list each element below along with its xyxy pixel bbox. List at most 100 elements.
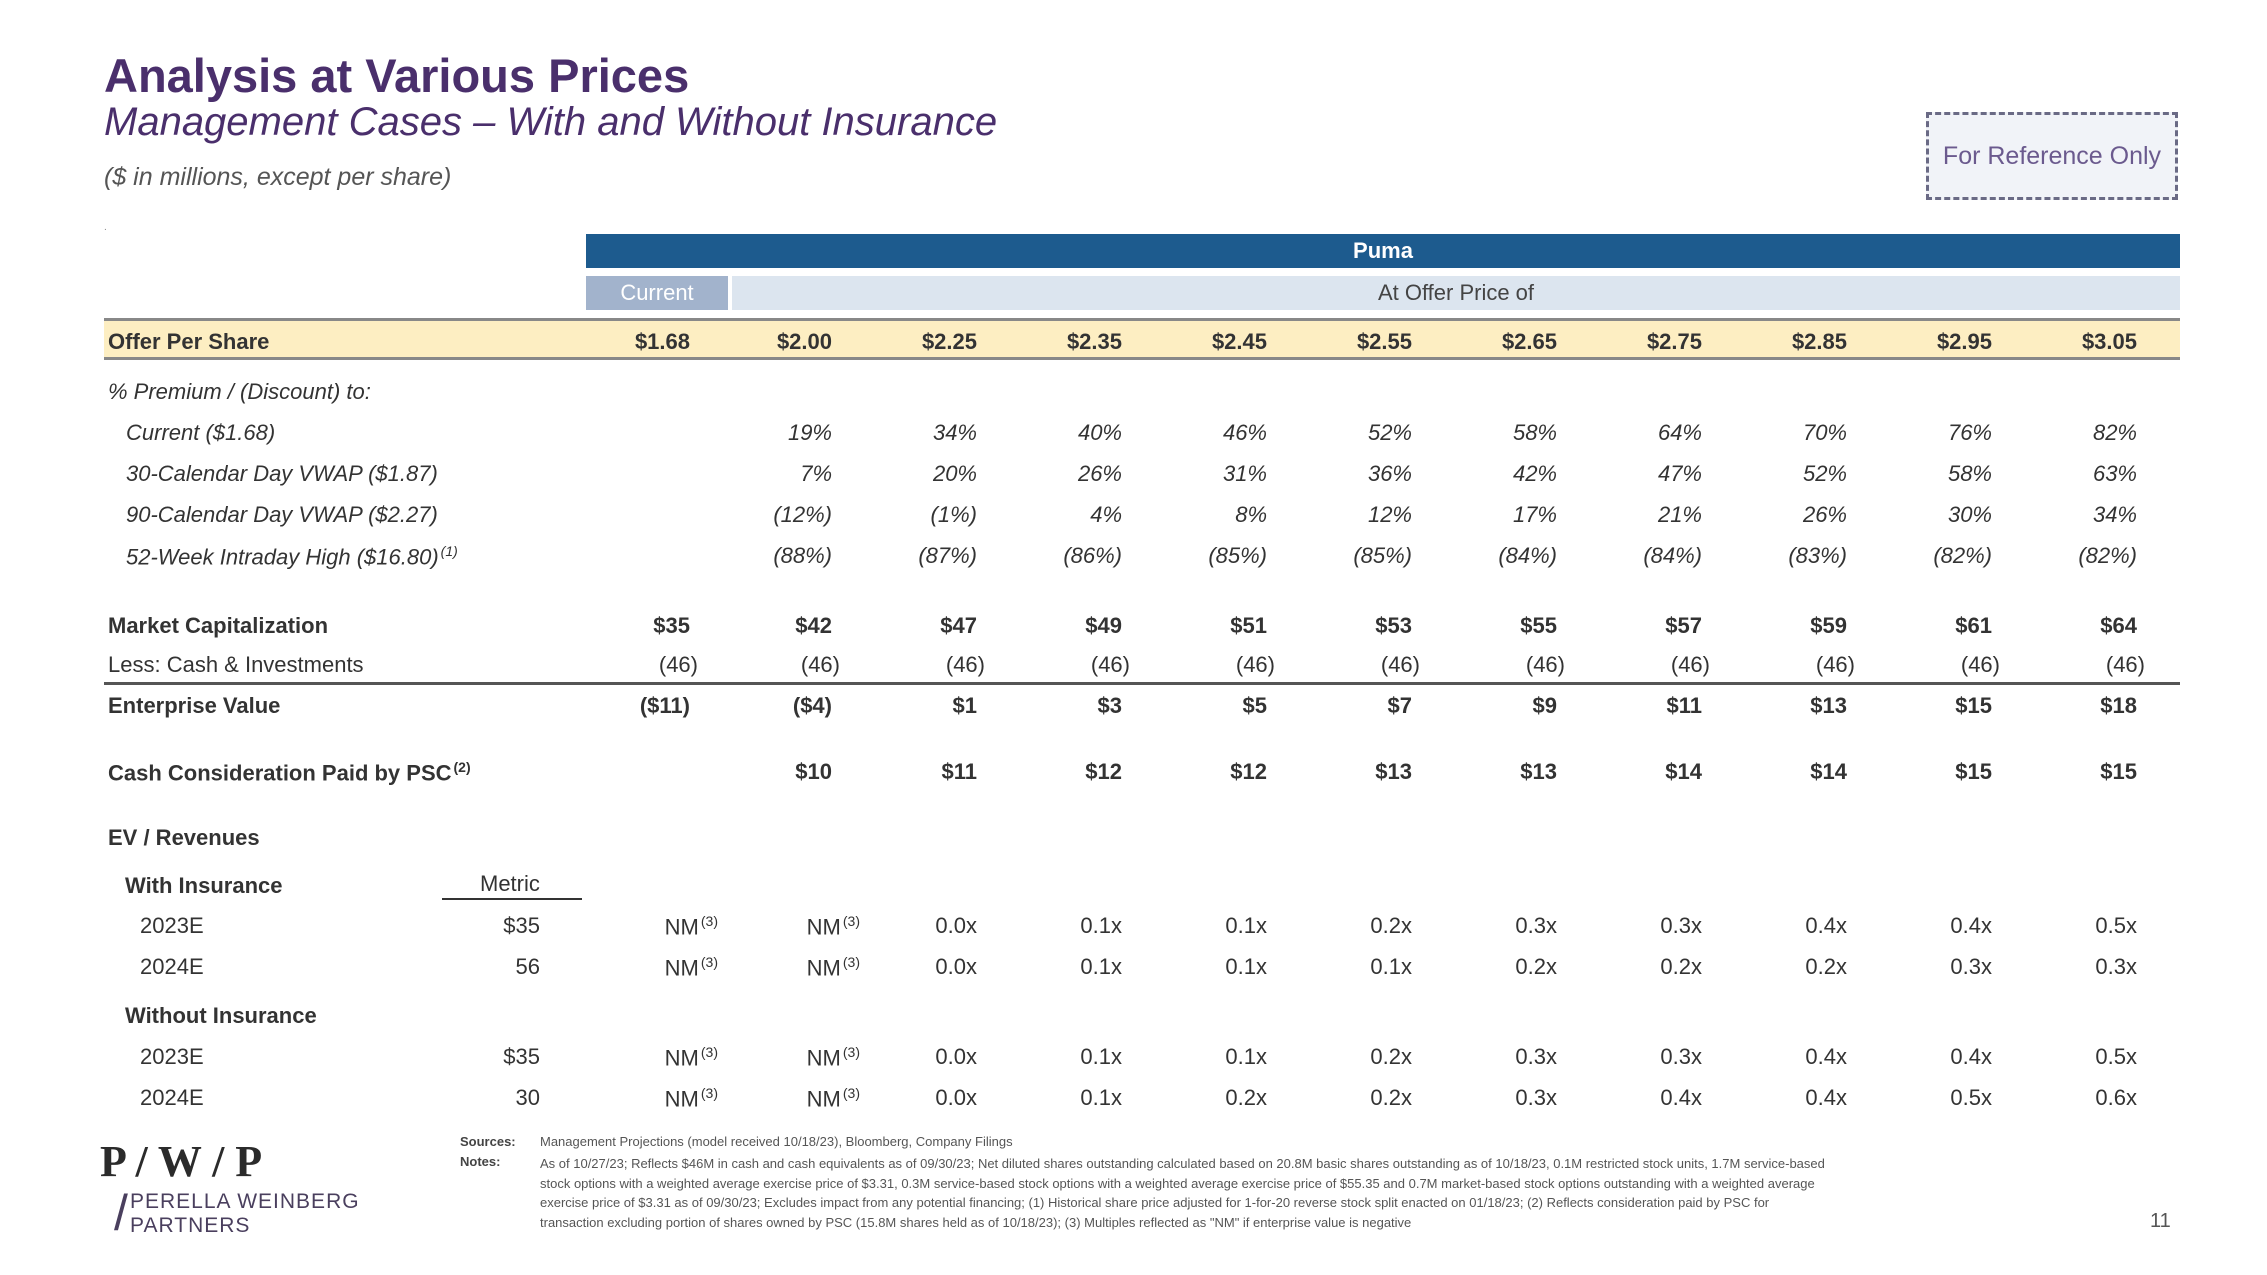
- ev-revenues-label-text: EV / Revenues: [108, 825, 260, 850]
- ev-multiple-cell-value: 0.1x: [1225, 913, 1267, 938]
- premium-cell-value: 47%: [1657, 461, 1702, 486]
- ev-multiple-cell-value: 0.1x: [1080, 954, 1122, 979]
- premium-row-label-text: 30-Calendar Day VWAP ($1.87): [126, 461, 438, 486]
- ev-multiple-cell-value: 0.4x: [1805, 1085, 1847, 1110]
- ev-multiple-cell: 0.1x: [962, 1085, 1122, 1111]
- ev-multiple-cell-value: 0.2x: [1805, 954, 1847, 979]
- ev-multiple-cell-value: 0.5x: [2095, 913, 2137, 938]
- offer-price-cell: $1.68: [530, 329, 690, 355]
- ev-multiple-cell: 0.0x: [817, 1085, 977, 1111]
- ev-multiple-cell-footnote: (3): [700, 1085, 718, 1101]
- premium-cell-value: (86%): [1063, 543, 1122, 568]
- enterprise-value-cell: ($11): [530, 693, 690, 719]
- ev-multiple-cell-value: 0.2x: [1515, 954, 1557, 979]
- premium-row-label: 90-Calendar Day VWAP ($2.27): [126, 502, 438, 528]
- offer-price-cell: $2.85: [1687, 329, 1847, 355]
- offer-columns-header: At Offer Price of: [732, 276, 2180, 310]
- ev-multiple-cell-footnote: (3): [700, 1044, 718, 1060]
- ev-year-label-text: 2024E: [140, 1085, 204, 1110]
- premium-cell-value: (82%): [2078, 543, 2137, 568]
- less-cash-cell: (46): [680, 652, 840, 678]
- less-cash-cell-value: (46): [945, 652, 985, 677]
- metric-header-text: Metric: [480, 871, 540, 896]
- enterprise-value-cell-value: $5: [1242, 693, 1267, 718]
- premium-cell: 8%: [1107, 502, 1267, 528]
- premium-cell: 17%: [1397, 502, 1557, 528]
- ev-multiple-cell-value: 0.3x: [1515, 1085, 1557, 1110]
- ev-multiple-cell-value: 0.3x: [1515, 913, 1557, 938]
- enterprise-value-cell: $9: [1397, 693, 1557, 719]
- premium-cell-value: 4%: [1090, 502, 1122, 527]
- premium-cell-value: 8%: [1235, 502, 1267, 527]
- premium-row-label: 30-Calendar Day VWAP ($1.87): [126, 461, 438, 487]
- cash-consideration-cell-value: $12: [1230, 759, 1267, 784]
- premium-cell: 34%: [817, 420, 977, 446]
- premium-cell-value: 46%: [1222, 420, 1267, 445]
- premium-cell: 20%: [817, 461, 977, 487]
- enterprise-value-cell-value: ($11): [639, 693, 690, 718]
- ev-multiple-cell-value: NM: [806, 1045, 841, 1071]
- premium-cell-value: (12%): [773, 502, 832, 527]
- premium-cell-value: (87%): [918, 543, 977, 568]
- premium-row-label: Current ($1.68): [126, 420, 275, 446]
- cash-consideration-cell-value: $15: [2100, 759, 2137, 784]
- ev-multiple-cell-value: 0.3x: [1660, 913, 1702, 938]
- ev-multiple-cell-value: 0.0x: [935, 954, 977, 979]
- premium-cell-value: 7%: [800, 461, 832, 486]
- offer-price-cell: $2.45: [1107, 329, 1267, 355]
- ev-multiple-cell: 0.6x: [1977, 1085, 2137, 1111]
- premium-cell: 42%: [1397, 461, 1557, 487]
- enterprise-value-cell: $1: [817, 693, 977, 719]
- premium-cell-value: 42%: [1512, 461, 1557, 486]
- ev-multiple-cell: 0.3x: [1397, 1085, 1557, 1111]
- offer-price-cell-value: $2.65: [1501, 329, 1557, 354]
- ev-multiple-cell-value: 0.1x: [1225, 1044, 1267, 1069]
- premium-cell-value: 36%: [1367, 461, 1412, 486]
- enterprise-value-label: Enterprise Value: [108, 693, 280, 719]
- premium-section-label-text: % Premium / (Discount) to:: [108, 379, 371, 404]
- premium-cell-value: (82%): [1933, 543, 1992, 568]
- cash-consideration-cell: $13: [1252, 759, 1412, 785]
- less-cash-cell-value: (46): [1815, 652, 1855, 677]
- market-cap-cell-value: $35: [653, 613, 690, 638]
- premium-row-label-text: 52-Week Intraday High ($16.80): [126, 544, 439, 570]
- cash-consideration-cell-value: $14: [1665, 759, 1702, 784]
- ev-multiple-cell-value: 0.2x: [1370, 1044, 1412, 1069]
- premium-cell: (84%): [1542, 543, 1702, 569]
- premium-cell: 19%: [672, 420, 832, 446]
- less-cash-label: Less: Cash & Investments: [108, 652, 364, 678]
- ev-multiple-cell-footnote: (3): [842, 954, 860, 970]
- cash-consideration-cell: $11: [817, 759, 978, 785]
- ev-multiple-cell-value: NM: [664, 955, 699, 981]
- premium-row-label-footnote: (1): [440, 543, 458, 559]
- ev-multiple-cell: 0.4x: [1687, 1085, 1847, 1111]
- premium-cell-value: 31%: [1222, 461, 1267, 486]
- cash-consideration-cell: $12: [962, 759, 1122, 785]
- premium-row-label: 52-Week Intraday High ($16.80) (1): [126, 543, 458, 570]
- premium-cell-value: 52%: [1802, 461, 1847, 486]
- cash-consideration-cell: $14: [1687, 759, 1847, 785]
- ev-multiple-cell-value: 0.2x: [1660, 954, 1702, 979]
- ev-multiple-cell-value: 0.4x: [1805, 1044, 1847, 1069]
- ev-year-label: 2023E: [140, 913, 204, 939]
- ev-multiple-cell-value: 0.4x: [1950, 1044, 1992, 1069]
- less-cash-label-text: Less: Cash & Investments: [108, 652, 364, 677]
- offer-price-cell-value: $2.55: [1356, 329, 1412, 354]
- with-insurance-label: With Insurance: [125, 873, 283, 899]
- ev-multiple-cell-value: 0.1x: [1080, 1044, 1122, 1069]
- offer-price-cell: $2.65: [1397, 329, 1557, 355]
- premium-cell-value: 82%: [2092, 420, 2137, 445]
- cash-consideration-cell-value: $11: [941, 759, 978, 784]
- ev-multiple-cell-value: 0.3x: [1515, 1044, 1557, 1069]
- enterprise-value-rule: [104, 682, 2180, 685]
- offer-price-cell: $2.55: [1252, 329, 1412, 355]
- reference-badge: For Reference Only: [1926, 112, 2178, 200]
- offer-price-cell-value: $2.35: [1066, 329, 1122, 354]
- less-cash-cell-value: (46): [2105, 652, 2145, 677]
- ev-multiple-cell-value: 0.0x: [935, 1044, 977, 1069]
- ev-metric-cell: $35: [380, 1044, 540, 1070]
- offer-price-cell-value: $3.05: [2081, 329, 2137, 354]
- cash-consideration-cell: $10: [672, 759, 832, 785]
- cash-consideration-cell: $15: [1977, 759, 2137, 785]
- offer-price-cell-value: $2.85: [1791, 329, 1847, 354]
